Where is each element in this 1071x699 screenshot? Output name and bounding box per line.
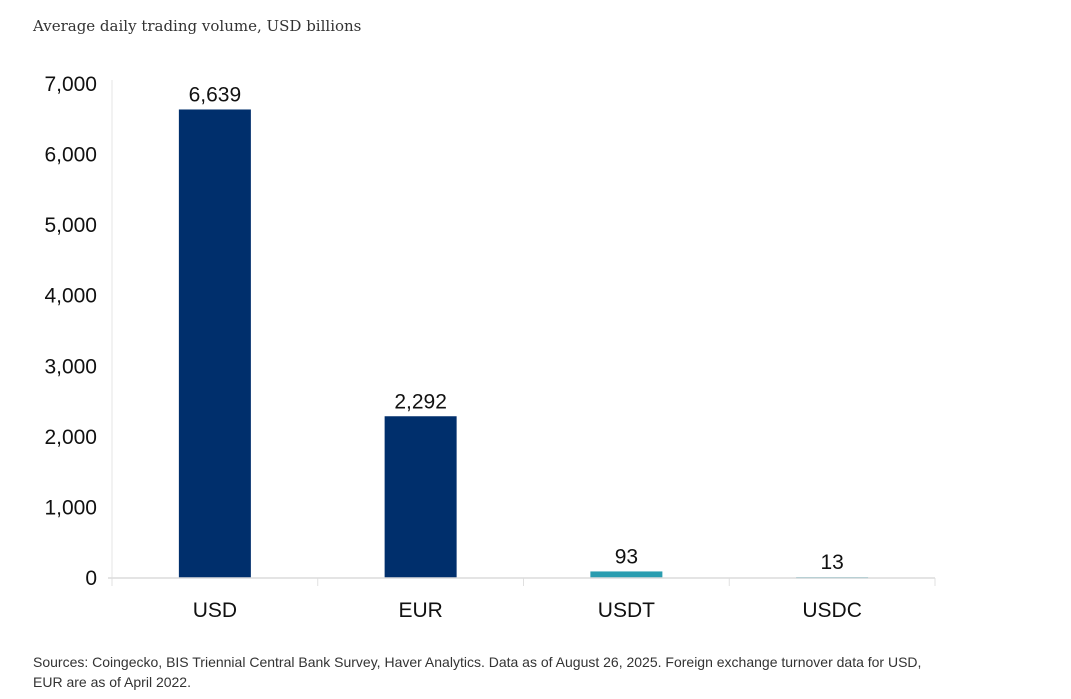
bar-usd — [178, 109, 251, 578]
y-tick-label: 3,000 — [44, 355, 97, 378]
data-label: 13 — [820, 551, 843, 574]
y-tick-label: 6,000 — [44, 144, 97, 167]
x-category-label: USDT — [598, 599, 655, 622]
data-label: 2,292 — [394, 390, 447, 413]
y-tick-label: 1,000 — [44, 496, 97, 519]
y-tick-label: 4,000 — [44, 285, 97, 308]
y-tick-label: 5,000 — [44, 214, 97, 237]
y-tick-label: 2,000 — [44, 426, 97, 449]
x-category-label: USD — [193, 599, 237, 622]
y-tick-label: 0 — [85, 567, 97, 590]
chart-title: Average daily trading volume, USD billio… — [33, 17, 362, 35]
data-label: 93 — [615, 545, 638, 568]
bar-eur — [384, 416, 457, 578]
bar-chart: 0 1,000 2,000 3,000 4,000 5,000 6,000 7,000 6,63… — [44, 73, 936, 622]
source-note: Sources: Coingecko, BIS Triennial Centra… — [33, 654, 922, 690]
data-label: 6,639 — [189, 83, 242, 106]
bar-usdt — [590, 571, 663, 578]
x-category-label: EUR — [398, 599, 442, 622]
y-tick-label: 7,000 — [44, 73, 97, 96]
x-category-label: USDC — [802, 599, 862, 622]
